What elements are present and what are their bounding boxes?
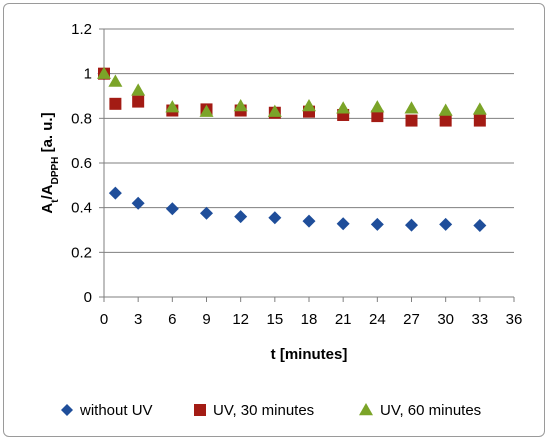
- data-point-triangle: [199, 104, 214, 117]
- x-tick-label: 18: [301, 311, 318, 328]
- data-point-triangle: [131, 83, 146, 96]
- y-tick-label: 0.2: [71, 244, 92, 261]
- x-tick-label: 24: [369, 311, 386, 328]
- y-tick-label: 0.8: [71, 110, 92, 127]
- data-point-diamond: [108, 186, 122, 200]
- data-point-diamond: [131, 196, 145, 210]
- x-tick-label: 9: [202, 311, 210, 328]
- legend-label: without UV: [79, 402, 153, 419]
- y-axis-title-a: A: [39, 203, 56, 214]
- legend: without UV UV, 30 minutes UV, 60 minutes: [61, 402, 481, 419]
- x-tick-label: 21: [335, 311, 352, 328]
- data-point-diamond: [165, 202, 179, 216]
- legend-marker-diamond: [61, 404, 73, 416]
- data-point-diamond: [200, 206, 213, 220]
- data-point-triangle: [233, 99, 248, 112]
- y-tick-label: 0: [84, 289, 92, 306]
- data-point-diamond: [405, 218, 418, 232]
- x-tick-label: 33: [471, 311, 488, 328]
- legend-item-uv-60: UV, 60 minutes: [359, 402, 481, 419]
- data-point-square: [473, 114, 486, 127]
- data-point-triangle: [97, 66, 111, 79]
- legend-item-without-uv: without UV: [61, 402, 153, 419]
- data-point-triangle: [336, 101, 351, 114]
- data-point-triangle: [302, 99, 316, 112]
- data-point-triangle: [438, 103, 453, 116]
- axes: [99, 28, 515, 302]
- y-axis-title: At/ADPPH [a. u.]: [39, 112, 61, 213]
- data-point-square: [109, 97, 122, 110]
- data-point-square: [132, 95, 145, 108]
- x-tick-label: 6: [168, 311, 176, 328]
- x-tick-label: 36: [506, 311, 523, 328]
- data-point-diamond: [336, 217, 350, 231]
- x-tick-label: 12: [232, 311, 249, 328]
- data-point-square: [405, 114, 418, 127]
- data-point-square: [371, 110, 384, 123]
- data-point-diamond: [473, 219, 487, 233]
- data-point-diamond: [268, 211, 282, 225]
- legend-marker-square: [194, 404, 206, 416]
- y-tick-label: 1.2: [71, 21, 92, 38]
- data-point-diamond: [302, 214, 316, 228]
- y-axis-title-slash: /A: [39, 184, 56, 199]
- x-tick-label: 0: [100, 311, 108, 328]
- chart-frame: 0 0.2 0.4 0.6 0.8 1 1.2 0 3 6 9 12 15 18 21 24 27 30 33 36…: [3, 3, 545, 437]
- legend-label: UV, 60 minutes: [380, 402, 481, 419]
- y-tick-label: 1: [84, 66, 92, 83]
- data-point-diamond: [439, 217, 453, 231]
- data-point-diamond: [234, 210, 248, 224]
- data-point-triangle: [472, 102, 487, 115]
- data-points: [97, 66, 487, 233]
- data-point-square: [439, 114, 452, 127]
- y-axis-title-a-sub: t: [50, 199, 61, 203]
- data-point-triangle: [165, 100, 180, 113]
- x-tick-label: 27: [403, 311, 420, 328]
- legend-label: UV, 30 minutes: [213, 402, 314, 419]
- y-tick-label: 0.6: [71, 155, 92, 172]
- data-point-triangle: [267, 104, 282, 117]
- x-tick-label: 15: [266, 311, 283, 328]
- data-point-triangle: [108, 74, 123, 87]
- data-point-triangle: [370, 100, 385, 113]
- y-tick-label: 0.4: [71, 200, 92, 217]
- x-axis-title: t [minutes]: [271, 346, 348, 363]
- x-tick-labels: 0 3 6 9 12 15 18 21 24 27 30 33 36: [100, 311, 523, 328]
- y-tick-labels: 0 0.2 0.4 0.6 0.8 1 1.2: [71, 21, 92, 306]
- legend-marker-triangle: [359, 403, 373, 416]
- chart-svg: 00.20.40.60.811.2 0 3 6 9 12 15 18 21 24 27 30 33 36…: [39, 21, 523, 419]
- x-tick-label: 3: [134, 311, 142, 328]
- y-axis-title-b-sub: DPPH: [50, 157, 61, 185]
- data-point-triangle: [404, 101, 419, 114]
- legend-item-uv-30: UV, 30 minutes: [194, 402, 314, 419]
- data-point-diamond: [370, 217, 384, 231]
- y-axis-title-units: [a. u.]: [39, 112, 56, 156]
- x-tick-label: 30: [437, 311, 454, 328]
